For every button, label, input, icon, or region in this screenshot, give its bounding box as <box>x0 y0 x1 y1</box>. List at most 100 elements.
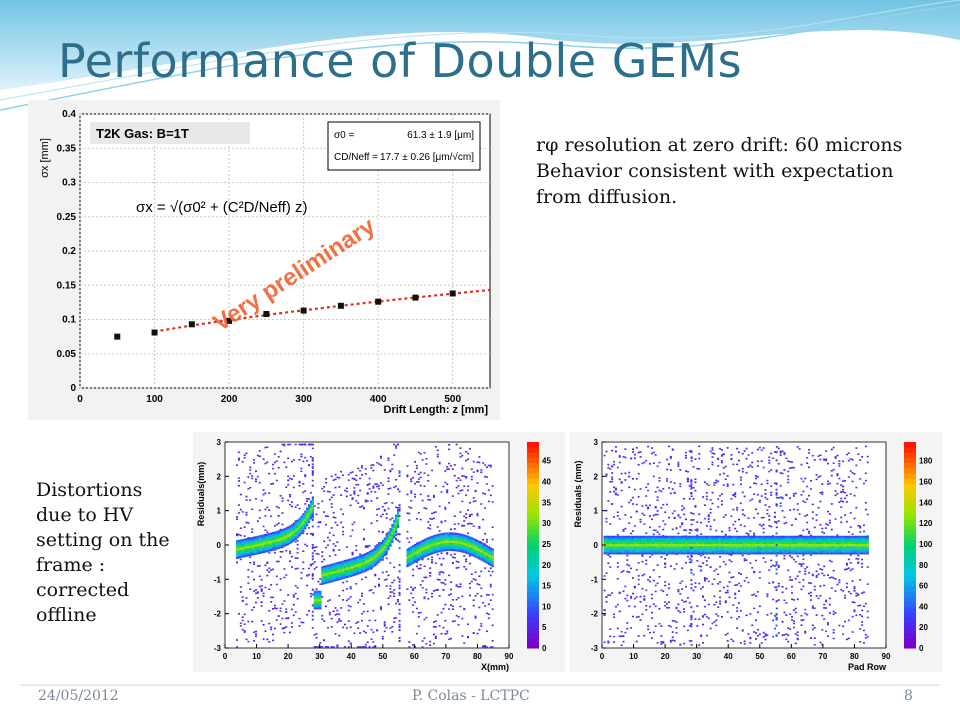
heatmap-cell <box>273 541 277 545</box>
heatmap-cell <box>393 595 396 598</box>
heatmap-cell <box>423 485 426 488</box>
heatmap-cell <box>415 559 419 562</box>
heatmap-cell <box>628 539 631 543</box>
heatmap-cell <box>315 600 318 604</box>
heatmap-cell <box>351 498 354 500</box>
heatmap-cell <box>613 463 616 466</box>
heatmap-cell <box>349 568 352 571</box>
heatmap-cell <box>802 585 805 588</box>
colorbar-segment <box>527 467 539 474</box>
heatmap-cell <box>813 607 816 610</box>
heatmap-cell <box>412 611 415 613</box>
heatmap-cell <box>633 539 637 543</box>
heatmap-cell <box>698 535 701 538</box>
heatmap-cell <box>296 523 299 526</box>
heatmap-cell <box>478 527 481 529</box>
heatmap-cell <box>732 548 735 551</box>
heatmap-cell <box>398 629 401 632</box>
heatmap-cell <box>745 552 748 555</box>
heatmap-cell <box>457 615 460 618</box>
heatmap-cell <box>823 535 826 538</box>
heatmap-cell <box>755 544 758 547</box>
heatmap-cell <box>692 539 695 543</box>
heatmap-cell <box>652 533 655 536</box>
heatmap-cell <box>268 641 271 643</box>
heatmap-cell <box>457 624 460 626</box>
heatmap-cell <box>309 532 312 535</box>
heatmap-cell <box>631 546 635 549</box>
heatmap-cell <box>311 447 314 450</box>
heatmap-cell <box>802 562 805 565</box>
heatmap-cell <box>637 495 640 498</box>
heatmap-cell <box>461 544 464 547</box>
heatmap-cell <box>633 548 637 551</box>
heatmap-cell <box>279 546 282 549</box>
heatmap-cell <box>338 549 341 551</box>
heatmap-cell <box>654 548 657 551</box>
heatmap-cell <box>334 478 337 481</box>
heatmap-cell <box>736 548 739 551</box>
heatmap-cell <box>364 546 367 548</box>
heatmap-cell <box>705 544 709 547</box>
heatmap-cell <box>664 584 667 587</box>
heatmap-cell <box>253 590 256 592</box>
heatmap-cell <box>734 539 737 543</box>
heatmap-cell <box>243 456 246 459</box>
heatmap-cell <box>406 560 409 564</box>
heatmap-cell <box>747 535 750 538</box>
heatmap-cell <box>603 614 606 617</box>
heatmap-cell <box>753 552 756 555</box>
heatmap-cell <box>281 537 284 540</box>
heatmap-cell <box>393 534 396 537</box>
heatmap-cell <box>319 605 322 608</box>
heatmap-cell <box>256 539 260 542</box>
heatmap-cell <box>743 525 746 528</box>
heatmap-cell <box>290 608 293 611</box>
heatmap-cell <box>647 550 650 553</box>
heatmap-cell <box>254 592 257 595</box>
heatmap-cell <box>643 539 646 543</box>
heatmap-cell <box>468 515 471 518</box>
heatmap-cell <box>658 461 661 464</box>
heatmap-cell <box>798 552 801 555</box>
heatmap-cell <box>677 535 680 538</box>
heatmap-cell <box>654 529 657 532</box>
heatmap-cell <box>800 619 803 622</box>
heatmap-cell <box>239 625 242 627</box>
heatmap-cell <box>313 550 316 552</box>
heatmap-cell <box>671 535 674 538</box>
heatmap-cell <box>391 625 394 628</box>
heatmap-cell <box>349 586 352 588</box>
heatmap-cell <box>442 626 445 629</box>
heatmap-cell <box>289 631 292 634</box>
heatmap-cell <box>311 473 314 476</box>
data-point <box>375 298 382 305</box>
heatmap-cell <box>673 517 676 520</box>
heatmap-cell <box>773 516 776 518</box>
heatmap-cell <box>448 544 451 547</box>
heatmap-cell <box>743 550 746 553</box>
heatmap-cell <box>393 589 396 591</box>
heatmap-cell <box>603 552 606 555</box>
colorbar-segment <box>527 601 539 608</box>
heatmap-cell <box>258 541 261 544</box>
heatmap-cell <box>808 582 811 584</box>
heatmap-cell <box>756 537 760 541</box>
heatmap-cell <box>351 553 354 556</box>
heatmap-cell <box>614 550 618 553</box>
heatmap-cell <box>711 535 714 538</box>
heatmap-cell <box>340 571 343 574</box>
heatmap-cell <box>254 540 258 543</box>
heatmap-cell <box>751 535 754 538</box>
heatmap-cell <box>449 532 453 535</box>
heatmap-cell <box>813 537 816 541</box>
heatmap-cell <box>808 466 811 469</box>
heatmap-cell <box>720 493 723 495</box>
heatmap-cell <box>669 550 673 553</box>
heatmap-cell <box>783 451 786 454</box>
heatmap-cell <box>715 552 718 555</box>
heatmap-cell <box>438 541 441 544</box>
heatmap-cell <box>800 544 803 547</box>
heatmap-cell <box>828 482 831 485</box>
heatmap-cell <box>455 536 458 540</box>
